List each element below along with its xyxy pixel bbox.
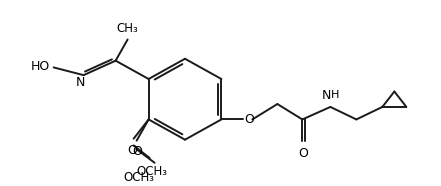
Text: N: N [75, 76, 85, 89]
Text: N: N [321, 89, 331, 102]
Text: O: O [133, 145, 142, 158]
Text: O: O [244, 113, 254, 126]
Text: OCH₃: OCH₃ [136, 165, 167, 178]
Text: HO: HO [30, 60, 50, 73]
Text: H: H [331, 90, 340, 100]
Text: OCH₃: OCH₃ [123, 171, 154, 185]
Text: CH₃: CH₃ [117, 22, 138, 35]
Text: O: O [128, 144, 138, 157]
Text: O: O [299, 147, 308, 160]
